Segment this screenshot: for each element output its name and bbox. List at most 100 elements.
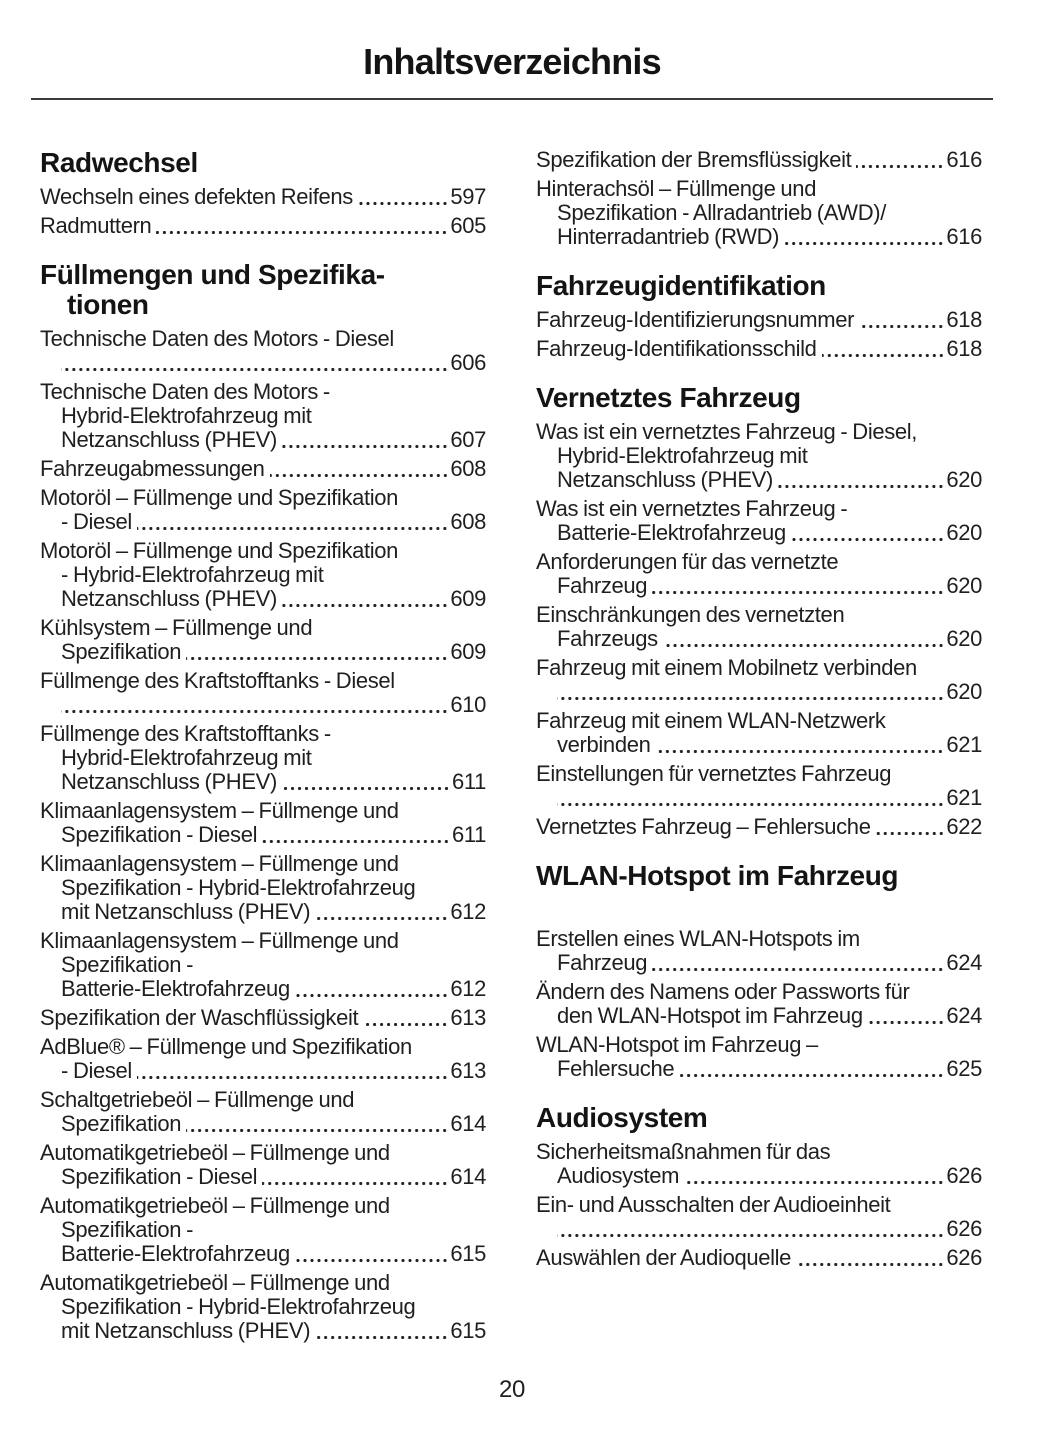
entry-text-line: mit Netzanschluss (PHEV): [61, 899, 311, 924]
entry-last-line: Auswählen der Audioquelle 626: [536, 1246, 982, 1270]
toc-entry[interactable]: Klimaanlagensystem – Füllmenge und Spezif…: [40, 929, 486, 1001]
entry-page-number: 620: [946, 679, 982, 704]
entry-last-line: Hinterradantrieb (RWD) 616: [536, 225, 982, 249]
entry-text-line: Hybrid-Elektrofahrzeug mit: [61, 745, 312, 770]
entry-text-line: Hinterradantrieb (RWD): [557, 224, 780, 249]
entry-text-line: Spezifikation -: [61, 1217, 194, 1242]
dot-leader: [796, 1262, 946, 1267]
toc-entry[interactable]: Technische Daten des Motors - Hybrid-Elek…: [40, 380, 486, 452]
toc-entry[interactable]: Hinterachsöl – Füllmenge und Spezifikatio…: [536, 177, 982, 249]
entry-text-line: Füllmenge des Kraftstofftanks - Diesel: [40, 668, 395, 693]
toc-column-left: Radwechsel Wechseln eines defekten Reifen…: [40, 148, 486, 1348]
entry-page-number: 608: [450, 509, 486, 534]
entry-text-line: Sicherheitsmaßnahmen für das: [536, 1139, 831, 1164]
toc-entry[interactable]: Was ist ein vernetztes Fahrzeug - Diesel…: [536, 420, 982, 492]
dot-leader: [315, 916, 450, 921]
entry-text-line: Spezifikation - Hybrid-Elektrofahrzeug: [61, 1294, 416, 1319]
entry-page-number: 624: [946, 1003, 982, 1028]
entry-text-line: Erstellen eines WLAN-Hotspots im: [536, 926, 860, 951]
toc-entry[interactable]: Motoröl – Füllmenge und Spezifikation - D…: [40, 486, 486, 534]
toc-entry[interactable]: Technische Daten des Motors - Diesel 606: [40, 327, 486, 375]
entry-page-number: 609: [450, 586, 486, 611]
toc-entry[interactable]: Ändern des Namens oder Passworts für den …: [536, 980, 982, 1028]
toc-entry[interactable]: Fahrzeug mit einem Mobilnetz verbinden 62…: [536, 656, 982, 704]
dot-leader: [281, 786, 451, 791]
entry-last-line: Spezifikation - Diesel 614: [40, 1165, 486, 1189]
dot-leader: [679, 1073, 946, 1078]
entry-text-line: Technische Daten des Motors -: [40, 379, 330, 404]
toc-entry[interactable]: Fahrzeug-Identifizierungsnummer 618: [536, 308, 982, 332]
toc-entry[interactable]: Was ist ein vernetztes Fahrzeug - Batteri…: [536, 497, 982, 545]
toc-entry[interactable]: Klimaanlagensystem – Füllmenge und Spezif…: [40, 852, 486, 924]
toc-entry[interactable]: Automatikgetriebeöl – Füllmenge und Spezi…: [40, 1141, 486, 1189]
toc-entry[interactable]: Erstellen eines WLAN-Hotspots im Fahrzeug…: [536, 927, 982, 975]
toc-entry[interactable]: Fahrzeug-Identifikationsschild 618: [536, 337, 982, 361]
toc-entry[interactable]: AdBlue® – Füllmenge und Spezifikation - D…: [40, 1035, 486, 1083]
entry-last-line: 621: [536, 786, 982, 810]
dot-leader: [294, 993, 450, 998]
toc-entry[interactable]: Klimaanlagensystem – Füllmenge und Spezif…: [40, 799, 486, 847]
entry-last-line: Spezifikation 609: [40, 640, 486, 664]
toc-entry[interactable]: Fahrzeugabmessungen 608: [40, 457, 486, 481]
toc-entry[interactable]: Füllmenge des Kraftstofftanks - Diesel 61…: [40, 669, 486, 717]
toc-entry[interactable]: Sicherheitsmaßnahmen für das Audiosystem 6…: [536, 1140, 982, 1188]
toc-entry[interactable]: Kühlsystem – Füllmenge und Spezifikation 6…: [40, 616, 486, 664]
entry-last-line: Fahrzeug 624: [536, 951, 982, 975]
section-heading-line: WLAN-Hotspot im Fahrzeug: [536, 860, 899, 891]
entry-text-line: Fahrzeug mit einem Mobilnetz verbinden: [536, 655, 917, 680]
toc-entry[interactable]: Schaltgetriebeöl – Füllmenge und Spezifik…: [40, 1088, 486, 1136]
entry-text-line: Fahrzeug mit einem WLAN-Netzwerk: [536, 708, 886, 733]
toc-entry[interactable]: Füllmenge des Kraftstofftanks - Hybrid-El…: [40, 722, 486, 794]
title-divider: [31, 98, 993, 100]
entry-text-line: Was ist ein vernetztes Fahrzeug - Diesel…: [536, 419, 918, 444]
entry-text-line: Spezifikation der Waschflüssigkeit: [40, 1005, 359, 1030]
entry-last-line: 610: [40, 693, 486, 717]
toc-entry[interactable]: Fahrzeug mit einem WLAN-Netzwerk verbinde…: [536, 709, 982, 757]
entry-page-number: 620: [946, 520, 982, 545]
toc-entry[interactable]: Automatikgetriebeöl – Füllmenge und Spezi…: [40, 1271, 486, 1343]
entry-page-number: 626: [946, 1163, 982, 1188]
entry-last-line: Spezifikation - Diesel 611: [40, 823, 486, 847]
page-number: 20: [498, 1376, 526, 1403]
entry-text-line: Füllmenge des Kraftstofftanks -: [40, 721, 331, 746]
entry-text-line: verbinden: [557, 732, 651, 757]
toc-entry[interactable]: Einschränkungen des vernetzten Fahrzeugs 6…: [536, 603, 982, 651]
entry-page-number: 620: [946, 573, 982, 598]
toc-entry[interactable]: Auswählen der Audioquelle 626: [536, 1246, 982, 1270]
page-title: Inhaltsverzeichnis: [363, 41, 662, 82]
toc-entry[interactable]: Wechseln eines defekten Reifens 597: [40, 185, 486, 209]
toc-entry[interactable]: Einstellungen für vernetztes Fahrzeug 621: [536, 762, 982, 810]
toc-entry[interactable]: Ein- und Ausschalten der Audioeinheit 626: [536, 1193, 982, 1241]
entry-text-line: Spezifikation: [61, 639, 182, 664]
toc-entry[interactable]: Vernetztes Fahrzeug – Fehlersuche 622: [536, 815, 982, 839]
entry-text-line: Hybrid-Elektrofahrzeug mit: [557, 443, 808, 468]
dot-leader: [61, 709, 450, 714]
toc-entry[interactable]: Automatikgetriebeöl – Füllmenge und Spezi…: [40, 1194, 486, 1266]
section-heading-line: Vernetztes Fahrzeug: [536, 382, 801, 413]
entry-page-number: 605: [450, 213, 486, 238]
entry-text-line: AdBlue® – Füllmenge und Spezifikation: [40, 1034, 412, 1059]
entry-text-line: Netzanschluss (PHEV): [61, 427, 277, 452]
toc-entry[interactable]: Anforderungen für das vernetzte Fahrzeug 6…: [536, 550, 982, 598]
entry-text-line: Auswählen der Audioquelle: [536, 1245, 792, 1270]
entry-last-line: mit Netzanschluss (PHEV) 612: [40, 900, 486, 924]
entry-text-line: Vernetztes Fahrzeug – Fehlersuche: [536, 814, 871, 839]
toc-entry[interactable]: Motoröl – Füllmenge und Spezifikation - H…: [40, 539, 486, 611]
toc-entry[interactable]: Spezifikation der Waschflüssigkeit 613: [40, 1006, 486, 1030]
toc-entry[interactable]: WLAN-Hotspot im Fahrzeug – Fehlersuche 625: [536, 1033, 982, 1081]
entry-text-line: Spezifikation -: [61, 952, 194, 977]
dot-leader: [61, 367, 450, 372]
toc-entry[interactable]: Radmuttern 605: [40, 214, 486, 238]
entry-last-line: Wechseln eines defekten Reifens 597: [40, 185, 486, 209]
dot-leader: [652, 590, 946, 595]
page-header: Inhaltsverzeichnis: [0, 0, 1055, 100]
entry-page-number: 612: [450, 899, 486, 924]
entry-page-number: 626: [946, 1245, 982, 1270]
toc-entry[interactable]: Spezifikation der Bremsflüssigkeit 616: [536, 148, 982, 172]
dot-leader: [294, 1258, 450, 1263]
entry-page-number: 608: [450, 456, 486, 481]
entry-text-line: Automatikgetriebeöl – Füllmenge und: [40, 1270, 390, 1295]
dot-leader: [684, 1180, 946, 1185]
dot-leader: [821, 353, 946, 358]
dot-leader: [186, 656, 450, 661]
